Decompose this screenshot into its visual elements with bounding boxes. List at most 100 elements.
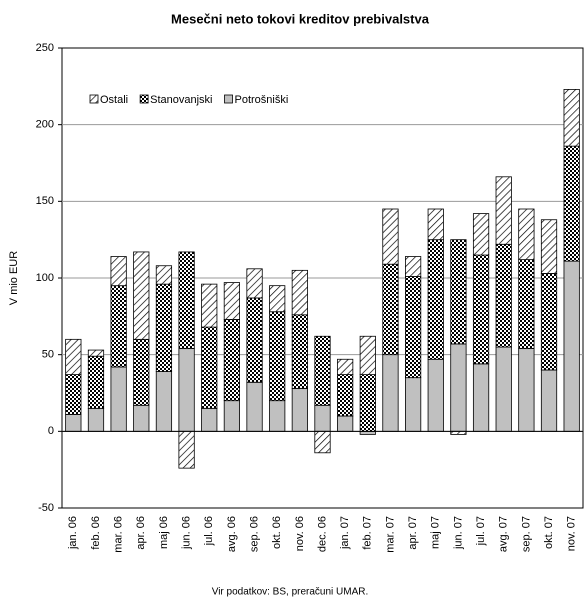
x-tick-label: apr. 06	[135, 516, 147, 550]
bar-segment	[291, 387, 308, 432]
chart-title: Mesečni neto tokovi kreditov prebivalstv…	[171, 11, 430, 26]
x-tick-label: avg. 07	[498, 516, 510, 552]
bar-segment	[110, 256, 127, 287]
x-tick-label: jun. 07	[452, 516, 464, 550]
bar-segment	[110, 285, 127, 368]
bar-segment	[133, 404, 150, 432]
bar-segment	[359, 335, 376, 375]
bar-segment	[314, 430, 331, 454]
bar-segment	[540, 272, 558, 371]
bar-segment	[314, 335, 331, 406]
bar-segment	[427, 239, 444, 360]
y-tick-label: 250	[36, 42, 54, 54]
x-tick-label: avg. 06	[226, 516, 238, 552]
legend-swatch	[89, 94, 99, 104]
x-tick-label: dec. 06	[316, 516, 328, 552]
x-tick-label: sep. 06	[248, 516, 260, 552]
bar-segment	[518, 259, 535, 349]
bar-segment	[337, 374, 354, 417]
y-tick-label: 100	[36, 272, 54, 284]
bar-segment	[201, 407, 218, 432]
bar-segment	[472, 254, 490, 365]
legend-swatch	[139, 94, 149, 104]
x-tick-label: feb. 07	[362, 516, 374, 550]
bar-segment	[472, 213, 490, 256]
legend-label: Ostali	[100, 94, 128, 106]
bar-segment	[450, 239, 467, 345]
x-tick-label: maj 07	[430, 516, 442, 549]
y-tick-label: 200	[36, 119, 54, 131]
legend-box	[84, 88, 354, 112]
bar-segment	[87, 355, 105, 409]
x-tick-label: jul. 06	[203, 516, 215, 546]
bar-segment	[155, 283, 173, 372]
x-tick-label: sep. 07	[520, 516, 532, 552]
x-tick-label: jul. 07	[475, 516, 487, 546]
legend-label: Potrošniški	[235, 94, 289, 106]
bar-segment	[563, 145, 580, 262]
legend-label: Stanovanjski	[150, 94, 212, 106]
bar-segment	[178, 348, 195, 432]
bar-segment	[246, 268, 263, 299]
bar-segment	[201, 326, 218, 409]
y-tick-label: 50	[42, 349, 54, 361]
y-axis-label: V mio EUR	[8, 251, 20, 305]
y-tick-label: 0	[48, 425, 54, 437]
bar-segment	[291, 314, 308, 389]
source: Vir podatkov: BS, preračuni UMAR.	[212, 587, 369, 598]
bar-segment	[518, 348, 535, 432]
legend-swatch	[224, 94, 233, 104]
bar-segment	[359, 374, 376, 432]
bar-segment	[223, 282, 240, 320]
x-tick-label: jan. 06	[67, 516, 79, 550]
bar-segment	[269, 311, 286, 402]
x-tick-label: maj 06	[158, 516, 170, 549]
bar-segment	[65, 338, 82, 376]
bar-segment	[405, 377, 422, 432]
bar-segment	[382, 208, 399, 265]
bar-segment	[246, 297, 263, 383]
x-tick-label: mar. 07	[384, 516, 396, 553]
bar-segment	[563, 89, 580, 147]
y-tick-label: -50	[38, 502, 54, 514]
bar-segment	[382, 354, 399, 432]
bar-segment	[450, 343, 467, 432]
x-tick-label: nov. 07	[566, 516, 578, 551]
x-tick-label: nov. 06	[294, 516, 306, 551]
bar-segment	[178, 251, 195, 349]
x-tick-label: apr. 07	[407, 516, 419, 550]
bar-segment	[337, 415, 354, 432]
bar-segment	[540, 219, 558, 274]
bar-segment	[291, 269, 308, 316]
bar-segment	[223, 318, 240, 402]
bar-segment	[405, 256, 422, 277]
bar-segment	[472, 363, 490, 432]
bar-segment	[133, 251, 150, 340]
x-tick-label: jan. 07	[339, 516, 351, 550]
x-tick-label: mar. 06	[113, 516, 125, 553]
legend: Ostali Stanovanjski Potrošniški	[84, 88, 354, 112]
bar-segment	[223, 400, 240, 432]
bar-segment	[65, 414, 82, 432]
bar-segment	[201, 283, 218, 328]
bar-segment	[65, 374, 82, 415]
y-tick-label: 150	[36, 195, 54, 207]
bar-segment	[405, 276, 422, 379]
x-tick-label: feb. 06	[90, 516, 102, 550]
bar-segment	[337, 358, 354, 375]
bar-segment	[269, 400, 286, 432]
bar-segment	[246, 381, 263, 432]
bar-segment	[382, 263, 399, 356]
bar-segment	[314, 404, 331, 432]
x-tick-label: okt. 07	[543, 516, 555, 549]
bar-segment	[563, 260, 580, 432]
bar-segment	[427, 208, 444, 241]
bar-segment	[269, 285, 286, 313]
bar-segment	[110, 366, 127, 432]
bar-segment	[155, 371, 173, 432]
bar-segment	[87, 407, 105, 432]
bar-segment	[495, 346, 512, 432]
bar-segment	[518, 208, 535, 260]
bar-segment	[133, 338, 150, 406]
